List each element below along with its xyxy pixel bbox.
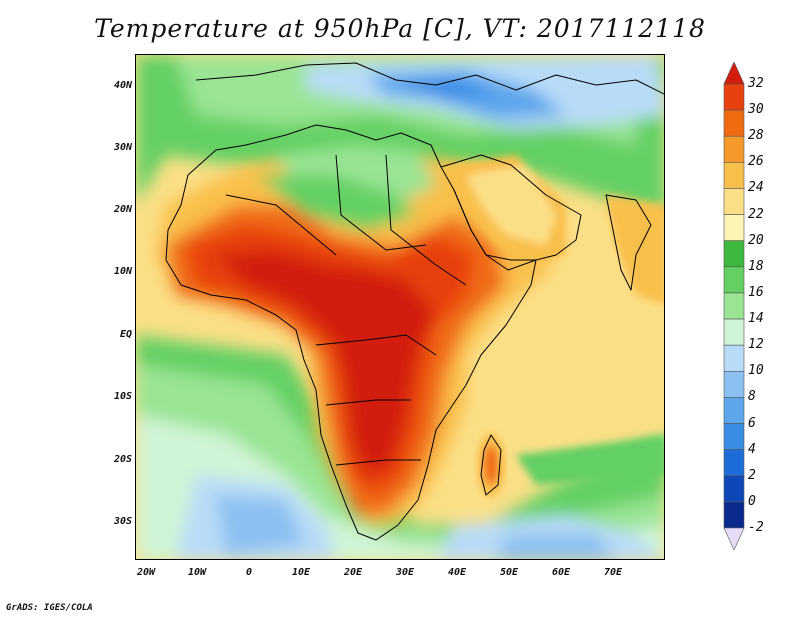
south-blue2	[216, 495, 306, 555]
arabia-outline	[440, 154, 582, 261]
colorbar-label: 0	[748, 493, 756, 509]
border-6	[335, 459, 421, 466]
border-5	[325, 399, 411, 406]
colorbar-label: 32	[748, 76, 764, 91]
map-svg	[136, 55, 664, 559]
colorbar-band	[723, 501, 745, 529]
colorbar-label: 8	[748, 389, 756, 405]
border-3	[385, 154, 467, 286]
lat-label: 10S	[113, 391, 132, 402]
colorbar-label: 10	[748, 363, 764, 379]
colorbar	[723, 62, 745, 550]
colorbar-band	[723, 162, 745, 189]
south-blue-east2	[496, 533, 615, 559]
colorbar-band	[723, 449, 745, 477]
india-outline	[605, 194, 652, 291]
colorbar-label: 26	[748, 154, 764, 170]
colorbar-band	[723, 109, 745, 137]
coastlines	[165, 62, 664, 541]
europe-outline	[195, 62, 664, 95]
colorbar-label: 2	[748, 467, 756, 483]
lon-label: 50E	[499, 567, 519, 578]
colorbar-bottom-arrow	[723, 527, 745, 550]
colorbar-band	[723, 423, 745, 450]
lon-label: 10W	[187, 567, 207, 578]
lat-label: 20N	[113, 204, 132, 215]
lon-label: 0	[245, 567, 253, 578]
colorbar-band	[723, 370, 745, 398]
border-2	[335, 154, 427, 251]
lat-label: EQ	[119, 329, 132, 340]
colorbar-label: 12	[748, 337, 764, 353]
colorbar-band	[723, 397, 745, 424]
colorbar-band	[723, 214, 745, 242]
lat-label: 10N	[113, 266, 132, 277]
colorbar-band	[723, 344, 745, 372]
lat-label: 20S	[113, 454, 132, 465]
lon-label: 30E	[395, 567, 415, 578]
madagascar-outline	[480, 434, 502, 496]
lon-label: 70E	[603, 567, 623, 578]
colorbar-label: 6	[748, 415, 756, 431]
colorbar-band	[723, 240, 745, 268]
colorbar-label: 18	[748, 258, 764, 274]
colorbar-label: 16	[748, 284, 764, 300]
colorbar-band	[723, 292, 745, 320]
arabia-pale	[466, 165, 556, 245]
lon-label: 40E	[447, 567, 467, 578]
temperature-map[interactable]	[135, 54, 665, 560]
lat-label: 30S	[113, 516, 132, 527]
colorbar-label: 22	[748, 206, 764, 222]
lon-label: 20W	[136, 567, 156, 578]
africa-outline	[165, 124, 537, 541]
colorbar-band	[723, 318, 745, 346]
madagascar-hot	[484, 445, 498, 485]
colorbar-label: 30	[748, 102, 764, 118]
lat-label: 30N	[113, 142, 132, 153]
lat-label: 40N	[113, 80, 132, 91]
colorbar-band	[723, 188, 745, 215]
border-4	[315, 334, 437, 356]
border-1	[225, 194, 337, 256]
colorbar-band	[723, 83, 745, 111]
indian-green	[516, 435, 664, 485]
lon-label: 20E	[343, 567, 363, 578]
colorbar-band	[723, 135, 745, 163]
colorbar-band	[723, 475, 745, 503]
map-title: Temperature at 950hPa [C], VT: 201711211…	[94, 14, 706, 43]
credit-label: GrADS: IGES/COLA	[6, 603, 93, 613]
colorbar-label: 24	[748, 180, 764, 196]
colorbar-top-arrow	[723, 62, 745, 85]
colorbar-label: 14	[748, 311, 764, 327]
colorbar-label: -2	[748, 520, 764, 535]
colorbar-band	[723, 266, 745, 294]
colorbar-label: 20	[748, 232, 764, 248]
lon-label: 10E	[291, 567, 311, 578]
lon-label: 60E	[551, 567, 571, 578]
sahara-green	[256, 175, 416, 230]
colorbar-label: 28	[748, 128, 764, 144]
africa-core	[216, 250, 436, 475]
colorbar-label: 4	[748, 441, 756, 457]
